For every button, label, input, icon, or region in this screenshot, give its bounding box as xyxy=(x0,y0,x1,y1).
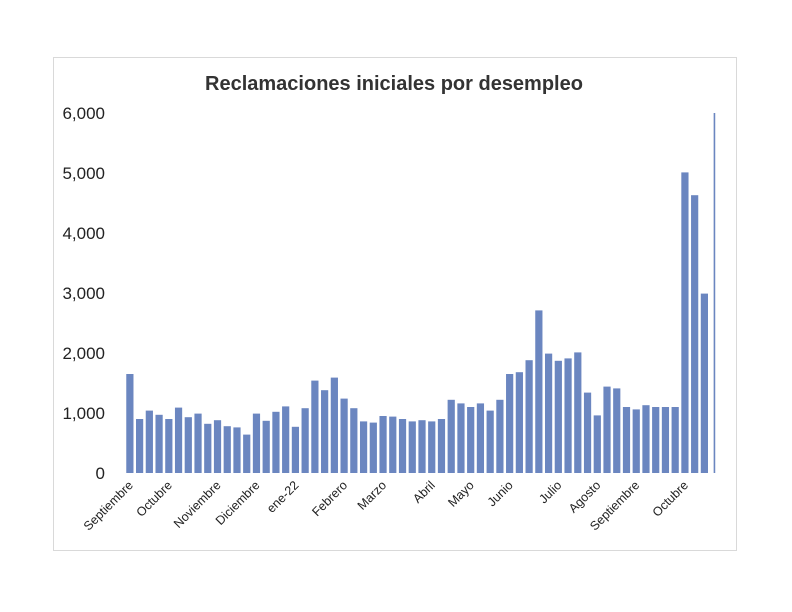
bar xyxy=(155,414,163,473)
y-tick-label: 6,000 xyxy=(62,104,105,123)
y-tick-label: 0 xyxy=(96,464,105,483)
bar xyxy=(379,416,387,473)
x-tick-label: Julio xyxy=(536,478,564,506)
bar xyxy=(496,399,504,473)
bar xyxy=(486,410,494,473)
bar xyxy=(418,420,426,473)
bar xyxy=(583,392,592,473)
bar xyxy=(301,408,309,473)
y-tick-label: 2,000 xyxy=(62,344,105,363)
chart-title: Reclamaciones iniciales por desempleo xyxy=(205,73,583,95)
x-tick-label: Octubre xyxy=(134,478,175,519)
bar xyxy=(535,310,543,473)
bar xyxy=(554,360,562,473)
bar xyxy=(184,417,192,473)
bar xyxy=(671,407,679,473)
bar xyxy=(340,398,348,473)
x-tick-label: Octubre xyxy=(650,478,691,519)
x-tick-label: ene-22 xyxy=(264,478,301,515)
bar xyxy=(437,419,446,473)
bar xyxy=(350,408,358,473)
bar xyxy=(603,386,611,473)
bar xyxy=(369,422,377,473)
bar xyxy=(457,403,465,473)
bar xyxy=(233,427,241,473)
y-tick-label: 5,000 xyxy=(62,164,105,183)
x-tick-label: Junio xyxy=(485,478,516,509)
bar xyxy=(272,411,280,473)
bar xyxy=(700,293,708,473)
bar xyxy=(330,377,338,473)
bar xyxy=(428,421,436,473)
x-tick-label: Mayo xyxy=(445,478,477,510)
x-tick-label: Septiembre xyxy=(81,478,136,533)
bar xyxy=(681,172,689,473)
bar xyxy=(447,399,455,473)
x-tick-label: Agosto xyxy=(566,478,603,515)
x-tick-label: Abril xyxy=(410,478,438,506)
bar xyxy=(126,374,134,473)
bars-group xyxy=(126,113,716,473)
bar xyxy=(564,358,572,473)
bar xyxy=(622,407,631,473)
bar xyxy=(642,405,650,473)
bar xyxy=(204,423,212,473)
bar xyxy=(359,421,368,473)
bar xyxy=(652,407,660,473)
bar xyxy=(713,113,716,473)
bar xyxy=(389,416,397,473)
bar xyxy=(632,409,640,473)
bar xyxy=(544,353,553,473)
bar xyxy=(252,413,261,473)
x-tick-label: Noviembre xyxy=(171,478,224,531)
bar xyxy=(223,426,231,473)
bar xyxy=(613,388,621,473)
bar xyxy=(145,410,153,473)
bar xyxy=(291,426,300,473)
bar xyxy=(311,380,319,473)
bar xyxy=(661,407,670,473)
bar xyxy=(194,413,202,473)
bar xyxy=(408,421,416,473)
bar xyxy=(476,403,485,473)
bar xyxy=(321,390,329,473)
bar xyxy=(515,372,523,473)
y-tick-label: 1,000 xyxy=(62,404,105,423)
bar xyxy=(398,419,407,473)
bar xyxy=(213,420,222,473)
bar xyxy=(525,360,533,473)
bar xyxy=(691,195,699,473)
y-tick-label: 3,000 xyxy=(62,284,105,303)
bar xyxy=(506,374,514,473)
bar xyxy=(467,407,475,473)
bar xyxy=(165,419,173,473)
bar xyxy=(574,352,582,473)
bar xyxy=(262,420,270,473)
x-tick-label: Febrero xyxy=(309,478,350,519)
bar xyxy=(282,406,290,473)
bar xyxy=(136,419,144,473)
x-tick-label: Marzo xyxy=(355,478,389,512)
bar xyxy=(593,415,601,473)
y-axis: 0 1,000 2,000 3,000 4,000 5,000 6,000 xyxy=(62,104,105,483)
y-tick-label: 4,000 xyxy=(62,224,105,243)
bar xyxy=(243,434,251,473)
bar xyxy=(174,407,183,473)
